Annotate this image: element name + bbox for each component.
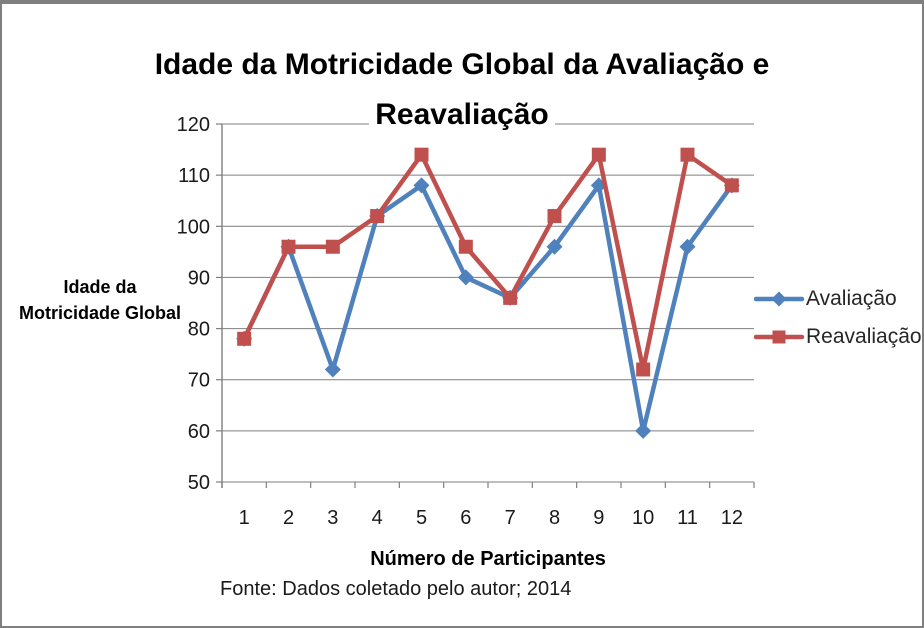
- y-axis-title: Idade da Motricidade Global: [2, 274, 198, 326]
- legend-marker-reavaliacao: [754, 330, 804, 344]
- legend-item-avaliacao: Avaliação: [754, 280, 922, 318]
- svg-text:80: 80: [188, 319, 210, 341]
- legend: Avaliação Reavaliação: [754, 280, 922, 356]
- legend-marker-avaliacao: [754, 291, 804, 307]
- svg-text:2: 2: [283, 507, 294, 529]
- svg-text:110: 110: [178, 165, 210, 187]
- chart-title: Idade da Motricidade Global da Avaliação…: [2, 40, 922, 140]
- svg-text:3: 3: [327, 507, 338, 529]
- legend-item-reavaliacao: Reavaliação: [754, 318, 922, 356]
- svg-text:8: 8: [549, 507, 560, 529]
- chart-title-line-2: Reavaliação: [2, 90, 922, 140]
- y-axis-title-line-1: Idade da: [63, 277, 137, 297]
- svg-text:12: 12: [721, 507, 743, 529]
- svg-text:70: 70: [188, 370, 210, 392]
- svg-text:90: 90: [188, 267, 210, 289]
- legend-label-avaliacao: Avaliação: [806, 287, 897, 310]
- svg-text:120: 120: [177, 114, 210, 136]
- svg-text:5: 5: [416, 507, 427, 529]
- svg-text:6: 6: [460, 507, 471, 529]
- y-axis-title-line-2: Motricidade Global: [18, 303, 182, 323]
- svg-text:1: 1: [239, 507, 250, 529]
- x-axis-title: Número de Participantes: [370, 548, 606, 570]
- source-note: Fonte: Dados coletado pelo autor; 2014: [220, 578, 572, 600]
- svg-text:9: 9: [593, 507, 604, 529]
- svg-text:4: 4: [372, 507, 383, 529]
- svg-text:60: 60: [188, 421, 210, 443]
- svg-text:11: 11: [677, 507, 698, 529]
- svg-text:100: 100: [177, 216, 210, 238]
- svg-text:50: 50: [188, 472, 210, 494]
- svg-text:7: 7: [505, 507, 516, 529]
- legend-label-reavaliacao: Reavaliação: [806, 325, 922, 348]
- svg-text:10: 10: [632, 507, 654, 529]
- chart-title-line-1: Idade da Motricidade Global da Avaliação…: [2, 40, 922, 90]
